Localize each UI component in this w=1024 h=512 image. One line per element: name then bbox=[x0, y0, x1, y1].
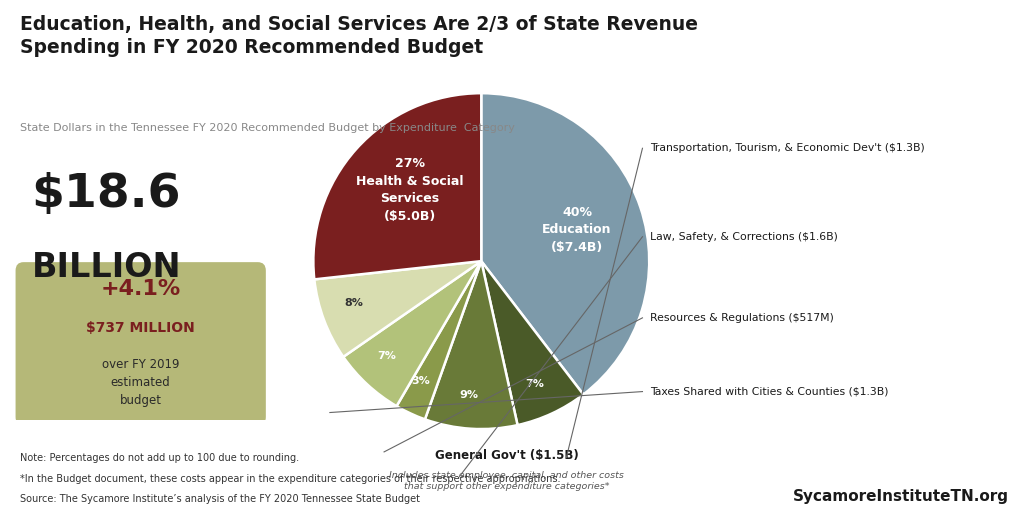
Text: Source: The Sycamore Institute’s analysis of the FY 2020 Tennessee State Budget: Source: The Sycamore Institute’s analysi… bbox=[20, 494, 421, 504]
Text: $737 MILLION: $737 MILLION bbox=[86, 322, 196, 335]
Text: Transportation, Tourism, & Economic Dev't ($1.3B): Transportation, Tourism, & Economic Dev'… bbox=[650, 143, 925, 153]
Text: Taxes Shared with Cities & Counties ($1.3B): Taxes Shared with Cities & Counties ($1.… bbox=[650, 387, 889, 397]
Text: 27%
Health & Social
Services
($5.0B): 27% Health & Social Services ($5.0B) bbox=[356, 157, 464, 223]
Text: State Dollars in the Tennessee FY 2020 Recommended Budget by Expenditure  Catego: State Dollars in the Tennessee FY 2020 R… bbox=[20, 123, 515, 133]
Wedge shape bbox=[313, 93, 481, 280]
Text: Includes state employee, capital, and other costs
that support other expenditure: Includes state employee, capital, and ot… bbox=[389, 471, 624, 491]
Wedge shape bbox=[481, 93, 649, 394]
Wedge shape bbox=[481, 261, 584, 425]
Text: Law, Safety, & Corrections ($1.6B): Law, Safety, & Corrections ($1.6B) bbox=[650, 232, 838, 242]
Text: 7%: 7% bbox=[525, 379, 544, 390]
Text: $18.6: $18.6 bbox=[32, 172, 181, 217]
Text: Resources & Regulations ($517M): Resources & Regulations ($517M) bbox=[650, 313, 834, 323]
Wedge shape bbox=[425, 261, 517, 429]
Text: 7%: 7% bbox=[377, 351, 395, 361]
Text: Education, Health, and Social Services Are 2/3 of State Revenue
Spending in FY 2: Education, Health, and Social Services A… bbox=[20, 15, 698, 57]
Text: SycamoreInstituteTN.org: SycamoreInstituteTN.org bbox=[793, 489, 1009, 504]
Text: over FY 2019
estimated
budget: over FY 2019 estimated budget bbox=[102, 358, 179, 407]
Text: *In the Budget document, these costs appear in the expenditure categories of the: *In the Budget document, these costs app… bbox=[20, 474, 561, 484]
Wedge shape bbox=[314, 261, 481, 357]
Wedge shape bbox=[343, 261, 481, 406]
Wedge shape bbox=[396, 261, 481, 419]
Text: 8%: 8% bbox=[344, 297, 362, 308]
Text: 40%
Education
($7.4B): 40% Education ($7.4B) bbox=[543, 206, 612, 254]
Text: General Gov't ($1.5B): General Gov't ($1.5B) bbox=[434, 449, 579, 462]
Text: 9%: 9% bbox=[459, 390, 478, 400]
Text: +4.1%: +4.1% bbox=[100, 279, 181, 299]
FancyBboxPatch shape bbox=[15, 262, 266, 425]
Text: Note: Percentages do not add up to 100 due to rounding.: Note: Percentages do not add up to 100 d… bbox=[20, 453, 300, 463]
Text: BILLION: BILLION bbox=[32, 251, 181, 284]
Text: 3%: 3% bbox=[411, 376, 430, 386]
